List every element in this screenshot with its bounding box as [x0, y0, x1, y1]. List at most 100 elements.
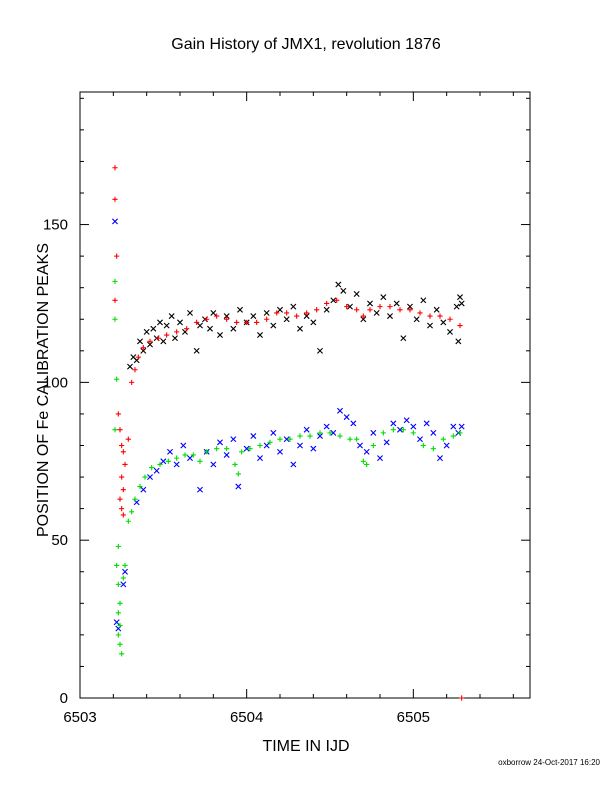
data-point-cross [283, 316, 290, 323]
plot-frame [79, 91, 531, 699]
data-point-plus [397, 307, 403, 313]
data-point-cross [163, 322, 170, 329]
data-point-plus [190, 452, 196, 458]
data-point-cross [310, 445, 317, 452]
data-point-plus [147, 338, 153, 344]
data-point-cross [317, 347, 323, 354]
data-point-cross [207, 325, 213, 332]
data-point-cross [243, 445, 250, 452]
data-point-plus [430, 446, 436, 452]
data-point-cross [197, 486, 203, 493]
data-point-plus [194, 319, 200, 326]
data-point-cross [283, 436, 290, 443]
data-point-plus [155, 335, 161, 341]
data-point-cross [147, 474, 153, 481]
data-point-plus [370, 442, 376, 449]
marks-group [112, 165, 465, 701]
data-point-plus [117, 496, 123, 502]
data-point-cross [140, 486, 147, 493]
data-point-plus [112, 196, 118, 202]
data-point-plus [122, 562, 128, 569]
data-point-plus [182, 452, 188, 458]
axes-group: 6503 6504 6505 0 50 100 150 [43, 91, 531, 726]
data-point-plus [129, 509, 135, 515]
chart-title: Gain History of JMX1, revolution 1876 [171, 36, 441, 53]
data-point-cross [417, 436, 423, 443]
data-point-cross [350, 420, 357, 427]
data-point-plus [120, 512, 126, 518]
data-point-cross [250, 313, 257, 320]
data-point-plus [257, 442, 263, 449]
data-point-cross [357, 442, 363, 449]
data-point-cross [363, 448, 370, 455]
data-point-cross [310, 319, 317, 326]
data-point-plus [239, 449, 245, 455]
data-point-cross [297, 442, 303, 449]
data-point-cross [193, 347, 200, 354]
data-point-plus [390, 427, 396, 433]
data-point-plus [132, 367, 138, 373]
data-point-plus [380, 430, 386, 436]
data-point-plus [267, 439, 273, 445]
data-point-plus [367, 307, 373, 313]
y-tick-label: 100 [43, 374, 68, 391]
data-point-cross [290, 461, 297, 468]
data-point-plus [120, 449, 126, 455]
data-point-plus [234, 319, 240, 326]
data-point-plus [327, 430, 333, 436]
data-point-plus [197, 458, 203, 464]
data-point-plus [174, 455, 180, 461]
data-point-cross [458, 300, 465, 307]
data-point-cross [453, 303, 460, 310]
series-0 [127, 281, 465, 370]
data-point-cross [430, 429, 437, 436]
data-point-cross [450, 423, 457, 430]
data-point-plus [117, 622, 123, 629]
data-point-cross [383, 439, 390, 446]
data-point-plus [459, 695, 465, 701]
data-point-cross [330, 297, 337, 304]
data-point-cross [440, 319, 447, 326]
data-point-plus [120, 487, 126, 493]
data-point-plus [354, 436, 360, 442]
data-point-cross [263, 442, 270, 449]
data-point-plus [164, 332, 170, 338]
data-point-plus [137, 483, 143, 490]
data-point-cross [217, 439, 223, 446]
data-point-cross [157, 319, 163, 326]
data-point-cross [210, 461, 217, 468]
data-point-plus [324, 300, 330, 307]
data-point-plus [112, 278, 118, 284]
data-point-cross [343, 414, 350, 421]
data-point-plus [447, 316, 453, 322]
data-point-cross [160, 338, 167, 345]
data-point-plus [129, 379, 135, 385]
data-point-cross [387, 313, 393, 320]
data-point-cross [223, 451, 230, 458]
data-point-plus [317, 430, 323, 436]
y-tick-label: 150 [43, 217, 68, 234]
data-point-plus [417, 310, 423, 316]
data-point-cross [323, 423, 330, 430]
data-point-cross [410, 423, 417, 430]
data-point-plus [297, 433, 303, 439]
data-point-cross [127, 363, 133, 370]
data-point-cross [250, 433, 257, 440]
data-point-plus [125, 518, 131, 524]
data-point-cross [455, 338, 462, 345]
data-point-plus [224, 316, 230, 322]
y-tick-label: 50 [51, 532, 68, 549]
data-point-plus [204, 449, 210, 455]
data-point-plus [174, 329, 180, 335]
data-point-plus [157, 461, 163, 468]
series-2 [112, 218, 465, 632]
data-point-cross [380, 294, 387, 301]
data-point-cross [437, 455, 443, 462]
data-point-cross [337, 407, 343, 414]
data-point-plus [112, 427, 118, 433]
data-point-plus [247, 446, 253, 452]
data-point-cross [400, 335, 407, 342]
data-point-plus [135, 354, 141, 360]
data-point-plus [112, 316, 118, 322]
data-point-cross [277, 306, 283, 313]
